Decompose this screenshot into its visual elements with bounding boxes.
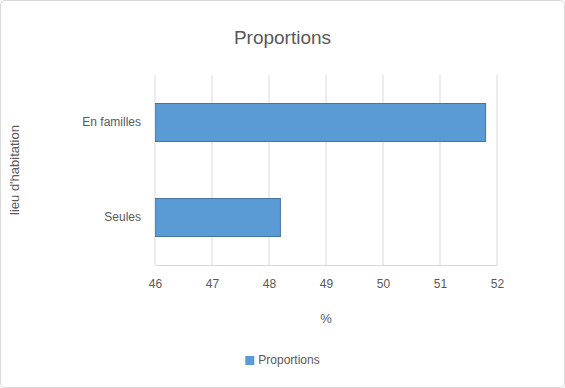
x-axis: 46 47 48 49 50 51 52 bbox=[149, 265, 505, 291]
x-tick: 46 bbox=[149, 265, 163, 291]
x-tick-label: 47 bbox=[206, 277, 220, 291]
chart-border bbox=[1, 1, 565, 388]
legend-swatch bbox=[245, 356, 254, 365]
x-tick-label: 46 bbox=[149, 277, 163, 291]
y-tick-label: En familles bbox=[82, 115, 141, 129]
x-tick: 52 bbox=[491, 265, 505, 291]
x-tick: 47 bbox=[206, 265, 220, 291]
y-axis: En familles Seules bbox=[82, 115, 155, 224]
grid bbox=[155, 75, 497, 265]
x-tick-label: 52 bbox=[491, 277, 505, 291]
y-tick: Seules bbox=[104, 210, 155, 224]
legend-label: Proportions bbox=[258, 353, 319, 367]
bar bbox=[155, 104, 486, 142]
chart: Proportions 46 47 48 49 50 51 52 En familles Seul… bbox=[0, 0, 565, 388]
y-tick: En familles bbox=[82, 115, 155, 129]
x-tick-label: 50 bbox=[377, 277, 391, 291]
x-axis-line bbox=[156, 265, 498, 266]
grid-line bbox=[497, 75, 498, 265]
y-tick-label: Seules bbox=[104, 210, 141, 224]
x-tick: 48 bbox=[263, 265, 277, 291]
x-tick: 49 bbox=[320, 265, 334, 291]
x-tick-label: 48 bbox=[263, 277, 277, 291]
x-tick: 50 bbox=[377, 265, 391, 291]
title: Proportions bbox=[234, 27, 331, 48]
x-tick: 51 bbox=[434, 265, 448, 291]
x-tick-label: 49 bbox=[320, 277, 334, 291]
legend: Proportions bbox=[245, 353, 319, 367]
bars bbox=[155, 104, 486, 237]
legend-item: Proportions bbox=[245, 353, 319, 367]
x-axis-title: % bbox=[320, 311, 332, 326]
y-axis-title: lieu d'habitation bbox=[7, 125, 22, 215]
x-tick-label: 51 bbox=[434, 277, 448, 291]
bar bbox=[155, 199, 280, 237]
